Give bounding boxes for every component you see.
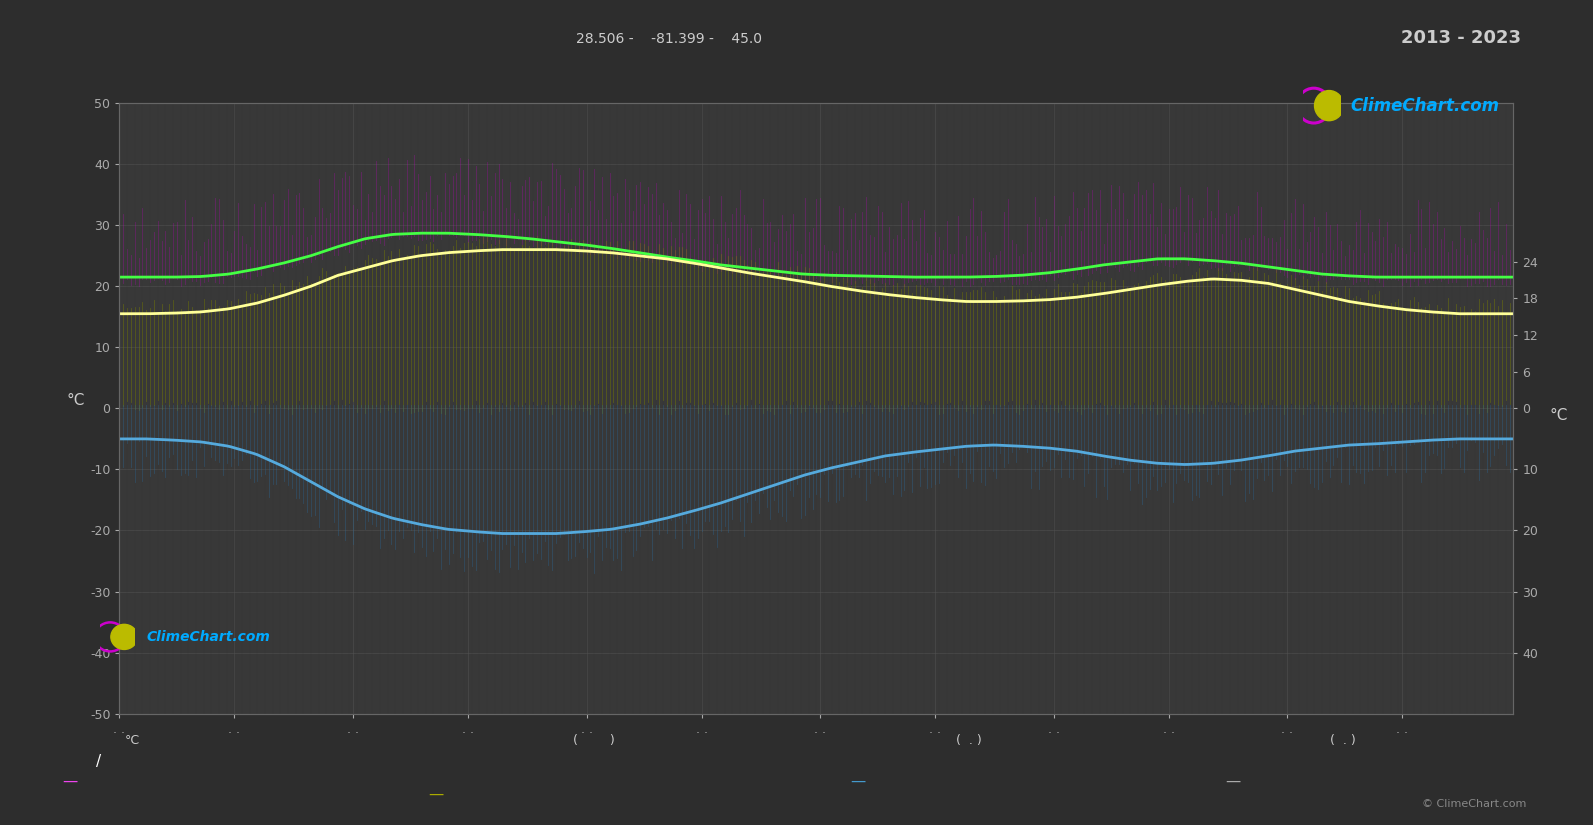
Text: —: — <box>62 773 78 789</box>
Circle shape <box>112 625 137 649</box>
Text: 2013 - 2023: 2013 - 2023 <box>1402 29 1521 47</box>
Text: /: / <box>96 753 100 769</box>
Text: 28.506 -    -81.399 -    45.0: 28.506 - -81.399 - 45.0 <box>577 32 761 46</box>
Y-axis label: °C: °C <box>67 394 86 408</box>
Circle shape <box>1314 91 1343 120</box>
Text: (        ): ( ) <box>573 734 615 747</box>
Text: (  . ): ( . ) <box>1330 734 1356 747</box>
Text: © ClimeChart.com: © ClimeChart.com <box>1421 799 1526 808</box>
Text: —: — <box>851 773 867 789</box>
Text: ClimeChart.com: ClimeChart.com <box>147 630 271 644</box>
Text: —: — <box>1225 773 1241 789</box>
Text: ClimeChart.com: ClimeChart.com <box>1351 97 1501 115</box>
Text: °C: °C <box>124 734 139 747</box>
Text: (  . ): ( . ) <box>956 734 981 747</box>
Y-axis label: °C: °C <box>1550 408 1568 423</box>
Text: —: — <box>429 786 444 802</box>
